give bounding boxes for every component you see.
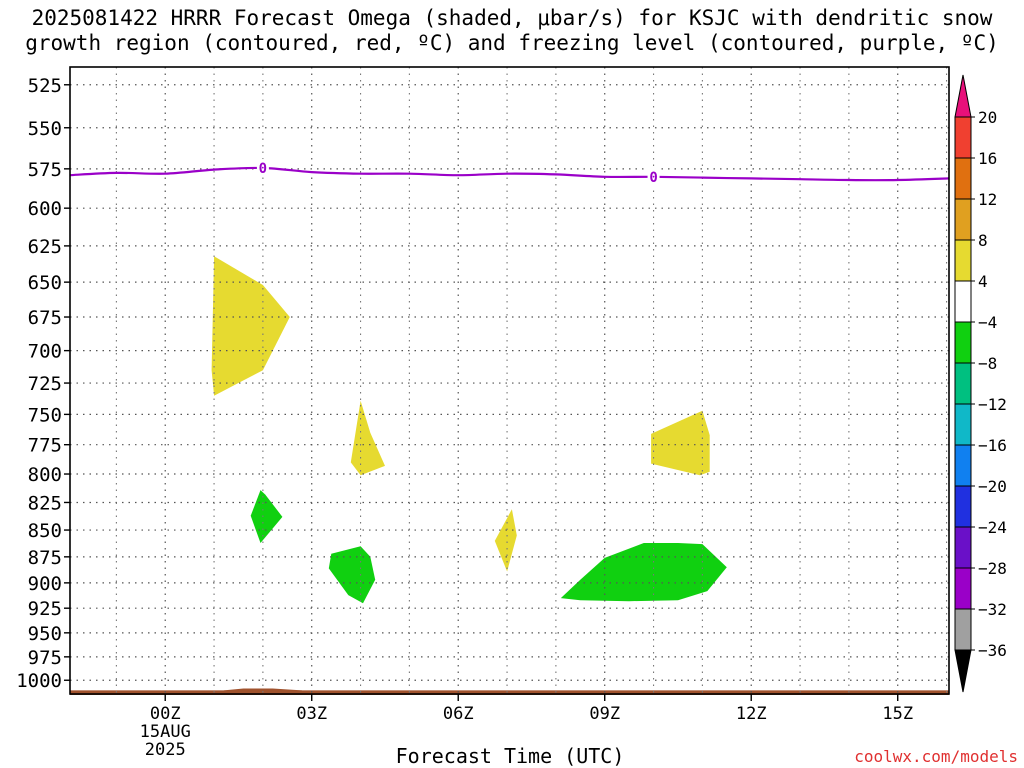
freezing-level-label-bg — [647, 167, 660, 186]
y-tick-labels: 525 550 575 600 625 650 675 700 725 750 775 800 825 8… — [16, 75, 62, 692]
omega-region-2 — [350, 400, 385, 476]
y-tick-label-900: 900 — [28, 573, 62, 595]
plot-axes — [64, 66, 950, 701]
colorbar-box-7 — [954, 362, 972, 405]
x-tick-label-15Z: 15Z — [882, 704, 913, 724]
x-tick-label-03Z: 03Z — [296, 704, 327, 724]
colorbar-box-10 — [954, 239, 972, 282]
x-tick-label-06Z: 06Z — [443, 704, 474, 724]
colorbar-label--16: −16 — [978, 436, 1007, 455]
colorbar-bottom-arrow — [954, 649, 972, 693]
colorbar-label--8: −8 — [978, 354, 997, 373]
y-tick-label-725: 725 — [28, 373, 62, 395]
freezing-level-line — [69, 166, 950, 182]
y-tick-label-600: 600 — [28, 198, 62, 220]
colorbar-box-8 — [954, 321, 972, 364]
colorbar-label--28: −28 — [978, 559, 1007, 578]
y-tick-label-925: 925 — [28, 598, 62, 620]
surface-terrain — [70, 690, 949, 695]
y-tick-label-650: 650 — [28, 272, 62, 294]
x-tick-label-12Z: 12Z — [736, 704, 767, 724]
y-tick-label-675: 675 — [28, 307, 62, 329]
surface-terrain-bump — [223, 688, 302, 692]
credit-link[interactable]: coolwx.com/models — [854, 747, 1018, 766]
colorbar-box-6 — [954, 403, 972, 446]
x-tick-label-09Z: 09Z — [589, 704, 620, 724]
omega-region-5 — [250, 490, 283, 543]
omega-region-1 — [211, 256, 290, 396]
colorbar-top-arrow — [954, 74, 972, 118]
omega-region-3 — [651, 410, 710, 476]
colorbar-label-16: 16 — [978, 149, 997, 168]
y-tick-label-550: 550 — [28, 118, 62, 140]
plot-fills — [70, 256, 949, 695]
plot-grid — [70, 67, 949, 694]
y-tick-label-825: 825 — [28, 492, 62, 514]
y-tick-label-800: 800 — [28, 464, 62, 486]
chart-title-line-2: growth region (contoured, red, ºC) and f… — [25, 31, 999, 55]
x-tick-year-label: 2025 — [145, 740, 186, 760]
y-tick-label-750: 750 — [28, 404, 62, 426]
colorbar-label--24: −24 — [978, 518, 1007, 537]
y-tick-label-875: 875 — [28, 547, 62, 569]
y-tick-label-575: 575 — [28, 159, 62, 181]
colorbar-label-8: 8 — [978, 231, 988, 250]
colorbar-box-5 — [954, 444, 972, 487]
colorbar-label--36: −36 — [978, 641, 1007, 660]
y-tick-label-975: 975 — [28, 647, 62, 669]
y-tick-label-625: 625 — [28, 236, 62, 258]
colorbar-label--32: −32 — [978, 600, 1007, 619]
freezing-level-label-bg — [256, 159, 269, 178]
omega-region-6 — [328, 546, 376, 604]
colorbar-box-12 — [954, 157, 972, 200]
x-tick-date-label: 15AUG — [140, 722, 191, 742]
freezing-level-label-1: 0 — [259, 161, 267, 177]
colorbar-box-13 — [954, 116, 972, 159]
colorbar-box-3 — [954, 526, 972, 569]
colorbar-label-4: 4 — [978, 272, 988, 291]
freezing-level-layer: 00 — [69, 159, 950, 186]
x-axis-label: Forecast Time (UTC) — [395, 744, 625, 768]
colorbar-label-20: 20 — [978, 108, 997, 127]
colorbar-box-1 — [954, 608, 972, 651]
colorbar-box-2 — [954, 567, 972, 610]
y-tick-label-950: 950 — [28, 623, 62, 645]
colorbar: −36 −32 −28 −24 −20 −16 −12 −8 −4 4 8 12 16 20 — [954, 74, 1007, 693]
colorbar-label--12: −12 — [978, 395, 1007, 414]
colorbar-label--4: −4 — [978, 313, 997, 332]
y-tick-label-525: 525 — [28, 75, 62, 97]
omega-region-4 — [494, 509, 517, 572]
x-tick-label-00Z: 00Z — [150, 704, 181, 724]
freezing-level-label-2: 0 — [649, 170, 657, 186]
y-tick-label-775: 775 — [28, 435, 62, 457]
colorbar-box-9 — [954, 280, 972, 323]
y-tick-label-700: 700 — [28, 341, 62, 363]
y-tick-label-1000: 1000 — [16, 670, 62, 692]
colorbar-box-4 — [954, 485, 972, 528]
colorbar-box-11 — [954, 198, 972, 241]
chart-title-line-1: 2025081422 HRRR Forecast Omega (shaded, … — [31, 6, 993, 30]
colorbar-label--20: −20 — [978, 477, 1007, 496]
plot-frame — [69, 66, 950, 695]
colorbar-label-12: 12 — [978, 190, 997, 209]
y-tick-label-850: 850 — [28, 520, 62, 542]
omega-region-7 — [560, 543, 727, 602]
